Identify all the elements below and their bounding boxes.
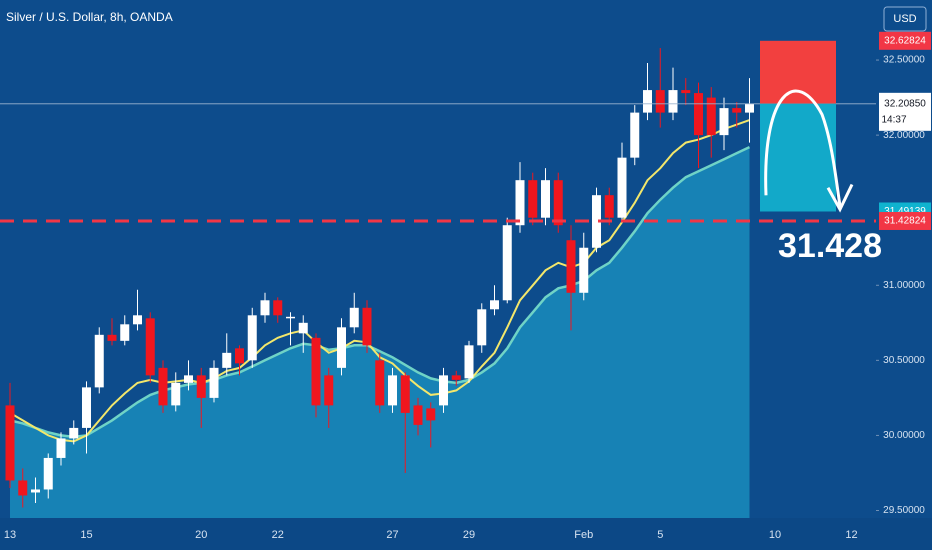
y-tick-label: 30.00000 xyxy=(883,430,925,441)
candle-body xyxy=(235,348,244,364)
x-tick-label: 13 xyxy=(4,529,16,541)
x-tick-label: 27 xyxy=(386,529,398,541)
target-text: 31.428 xyxy=(778,227,882,265)
candle-body xyxy=(566,240,576,293)
candle-body xyxy=(43,457,53,490)
candle-body xyxy=(311,337,321,406)
y-tick-label: 30.50000 xyxy=(883,355,925,366)
candle-body xyxy=(745,103,754,113)
y-tick-label: 31.00000 xyxy=(883,280,925,291)
price-label-box xyxy=(879,211,931,230)
candle-body xyxy=(655,90,665,113)
candle-body xyxy=(324,375,334,406)
candle-body xyxy=(196,375,206,398)
candle-body xyxy=(681,90,691,94)
x-tick-label: 15 xyxy=(80,529,92,541)
candle-body xyxy=(541,180,550,218)
x-tick-label: 12 xyxy=(845,529,857,541)
candle-body xyxy=(592,195,601,248)
candle-body xyxy=(426,408,436,421)
price-label-box xyxy=(879,31,931,50)
candle-body xyxy=(247,315,257,361)
candle-body xyxy=(158,367,168,406)
candle-body xyxy=(694,93,703,136)
candle-body xyxy=(18,480,28,496)
currency[interactable]: USD xyxy=(893,13,916,25)
candle-body xyxy=(260,300,270,316)
candle-body xyxy=(286,316,295,319)
candle-body xyxy=(209,367,219,398)
x-tick-label: 10 xyxy=(769,529,781,541)
candle-body xyxy=(5,405,15,481)
candle-body xyxy=(56,438,66,458)
candle-body xyxy=(553,180,563,226)
candle-body xyxy=(31,489,40,493)
candle-body xyxy=(362,307,372,346)
candle-body xyxy=(630,112,640,158)
candle-body xyxy=(388,375,397,406)
x-tick-label: 22 xyxy=(272,529,284,541)
candle-body xyxy=(298,322,308,334)
candle-body xyxy=(668,90,678,113)
candle-body xyxy=(82,387,91,428)
x-tick-label: 20 xyxy=(195,529,207,541)
candle-body xyxy=(502,225,512,301)
area-line-fill xyxy=(10,147,750,518)
candle-body xyxy=(400,375,410,413)
candle-body xyxy=(375,360,385,406)
candle-body xyxy=(184,375,193,383)
candle-body xyxy=(604,195,614,218)
candle-body xyxy=(107,334,117,341)
candle-body xyxy=(133,315,142,325)
candle-body xyxy=(439,375,448,406)
candle-body xyxy=(171,382,181,406)
area-line xyxy=(9,145,751,439)
price-label: 32.62824 xyxy=(884,35,926,46)
candle-body xyxy=(732,108,742,113)
candle-body xyxy=(477,309,487,346)
x-tick-label: 5 xyxy=(657,529,663,541)
candle-body xyxy=(579,247,589,293)
main-layer: 31.428 xyxy=(0,40,882,508)
candle-body xyxy=(222,352,232,368)
x-tick-label: Feb xyxy=(574,529,593,541)
candle-body xyxy=(337,327,346,368)
candle-body xyxy=(94,334,104,388)
candle-body xyxy=(273,300,283,316)
candle-body xyxy=(617,157,627,218)
candle-body xyxy=(719,108,729,136)
projection-arrow xyxy=(764,89,842,207)
candle-body xyxy=(706,97,716,136)
candle-body xyxy=(528,180,538,218)
current-price-label: 32.20850 xyxy=(884,98,926,109)
candle-body xyxy=(120,324,130,341)
candle-body xyxy=(69,427,79,439)
candle-body xyxy=(490,300,499,310)
currency-box[interactable] xyxy=(883,6,927,32)
candle-body xyxy=(145,318,155,376)
candle-body xyxy=(515,180,525,226)
price-label: 31.49139 xyxy=(884,206,926,217)
time-axis-bg xyxy=(0,518,932,550)
price-label: 31.42824 xyxy=(884,216,926,227)
countdown-label: 14:37 xyxy=(881,114,906,125)
axis-layer: 13 15 20 22 27 29 Feb 5 10 12 32.50000 32.00000 31.0… xyxy=(0,31,932,550)
x-tick-label: 29 xyxy=(463,529,475,541)
chart-title: Silver / U.S. Dollar, 8h, OANDA xyxy=(6,10,173,24)
projection-arrowhead xyxy=(826,183,854,213)
candle-body xyxy=(464,345,474,379)
current-price-box xyxy=(879,92,931,131)
stop-zone xyxy=(760,40,836,104)
candle-body xyxy=(451,375,461,380)
candle-body xyxy=(643,90,652,113)
y-tick-label: 32.00000 xyxy=(883,130,925,141)
y-tick-label: 32.50000 xyxy=(883,55,925,66)
y-tick-label: 29.50000 xyxy=(883,505,925,516)
candle-body xyxy=(413,405,423,425)
candle-body xyxy=(349,307,359,328)
